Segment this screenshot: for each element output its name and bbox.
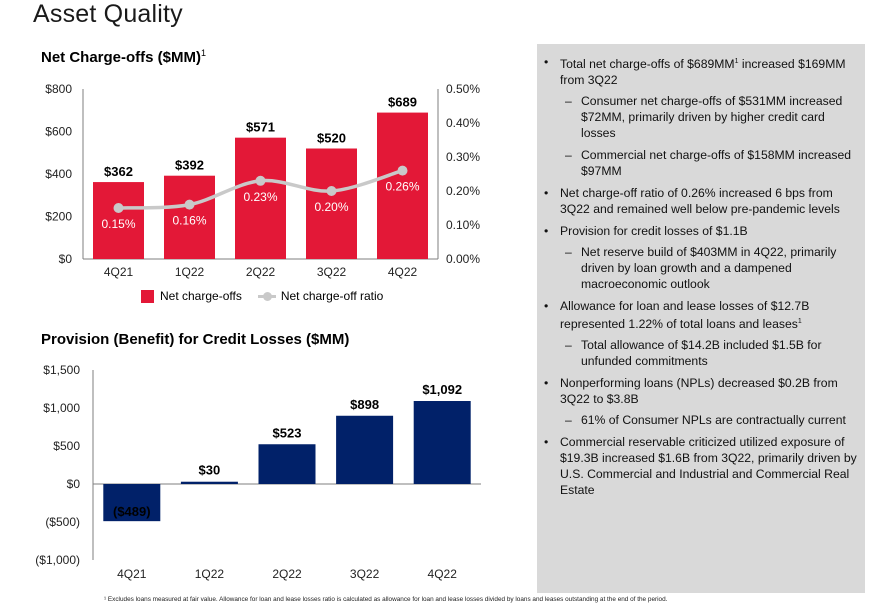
ratio-point [397,165,408,176]
y2-tick-label: 0.30% [446,150,480,164]
footnote: ¹ Excludes loans measured at fair value.… [104,596,668,603]
y2-tick-label: 0.00% [446,252,480,266]
y-tick-label: $400 [45,167,72,181]
y2-tick-label: 0.50% [446,82,480,96]
y-tick-label: $0 [59,252,73,266]
bar-provision [258,444,316,484]
provision-y-tick-label: $500 [53,439,80,453]
provision-x-tick-label: 3Q22 [350,567,380,581]
chart-legend: Net charge-offs Net charge-off ratio [141,289,383,303]
bar-net-charge-off [377,112,428,260]
provision-value-label: ($489) [113,504,151,519]
bar-net-charge-off [93,182,144,259]
bar-value-label: $520 [317,131,346,146]
provision-x-tick-label: 4Q21 [117,567,147,581]
summary-subbullet-total-allowance: Total allowance of $14.2B included $1.5B… [560,337,857,369]
ratio-point [113,203,124,213]
x-tick-label: 1Q22 [175,265,205,279]
net-charge-off-ratio-line [118,168,404,210]
y-tick-label: $600 [45,125,72,139]
provision-y-tick-label: $0 [67,477,81,491]
provision-y-tick-label: ($500) [45,515,80,529]
summary-bullet-allowance: Allowance for loan and lease losses of $… [537,298,857,369]
summary-bullet-provision: Provision for credit losses of $1.1B Net… [537,223,857,292]
ratio-value-label: 0.16% [172,214,206,228]
ratio-point [184,199,195,210]
y-tick-label: $200 [45,210,72,224]
legend-swatch-net-charge-offs [141,289,154,303]
summary-subbullet-consumer-nco: Consumer net charge-offs of $531MM incre… [560,93,857,141]
ratio-point [255,175,266,186]
summary-subbullet-commercial-nco: Commercial net charge-offs of $158MM inc… [560,147,857,179]
ratio-value-label: 0.26% [385,180,419,194]
page-title: Asset Quality [33,0,183,28]
provision-y-tick-label: $1,000 [43,401,80,415]
ratio-value-label: 0.20% [314,200,348,214]
ratio-value-label: 0.15% [101,217,135,231]
legend-label-net-charge-offs: Net charge-offs [160,289,242,303]
chart-title-provision: Provision (Benefit) for Credit Losses ($… [41,331,350,348]
y-tick-label: $800 [45,82,72,96]
y2-tick-label: 0.40% [446,116,480,130]
ratio-point [326,186,337,196]
chart-title-net-charge-offs: Net Charge-offs ($MM)1 [41,48,207,66]
y2-tick-label: 0.20% [446,184,480,198]
bar-value-label: $392 [175,158,204,173]
provision-x-tick-label: 1Q22 [195,567,225,581]
x-tick-label: 4Q21 [104,265,134,279]
x-tick-label: 3Q22 [317,265,347,279]
summary-bullet-criticized-exposure: Commercial reservable criticized utilize… [537,434,857,498]
ratio-value-label: 0.23% [243,190,277,204]
summary-bullet-net-charge-offs: Total net charge-offs of $689MM1 increas… [537,54,857,179]
y2-tick-label: 0.10% [446,218,480,232]
summary-bullet-list: Total net charge-offs of $689MM1 increas… [537,44,865,498]
bar-value-label: $362 [104,164,133,179]
bar-value-label: $571 [246,120,275,135]
summary-panel: Total net charge-offs of $689MM1 increas… [537,44,865,593]
provision-y-tick-label: ($1,000) [35,553,80,567]
bar-value-label: $689 [388,95,417,110]
provision-value-label: $1,092 [422,382,462,397]
bar-provision [103,484,161,522]
bar-net-charge-off [235,137,286,259]
bar-net-charge-off [306,148,357,259]
summary-bullet-nco-ratio: Net charge-off ratio of 0.26% increased … [537,185,857,217]
summary-subbullet-consumer-npls: 61% of Consumer NPLs are contractually c… [560,412,857,428]
provision-value-label: $523 [273,425,302,440]
provision-value-label: $898 [350,397,379,412]
bar-provision [180,481,238,484]
provision-value-label: $30 [199,463,221,478]
bar-provision [336,415,394,484]
legend-label-net-charge-off-ratio: Net charge-off ratio [280,289,384,303]
legend-swatch-net-charge-off-ratio [257,291,276,301]
bar-provision [413,401,471,484]
provision-y-tick-label: $1,500 [43,363,80,377]
provision-x-tick-label: 2Q22 [272,567,302,581]
provision-x-tick-label: 4Q22 [428,567,458,581]
summary-bullet-npls: Nonperforming loans (NPLs) decreased $0.… [537,375,857,428]
bar-net-charge-off [164,175,215,259]
x-tick-label: 2Q22 [246,265,276,279]
x-tick-label: 4Q22 [388,265,418,279]
summary-subbullet-reserve-build: Net reserve build of $403MM in 4Q22, pri… [560,244,857,292]
